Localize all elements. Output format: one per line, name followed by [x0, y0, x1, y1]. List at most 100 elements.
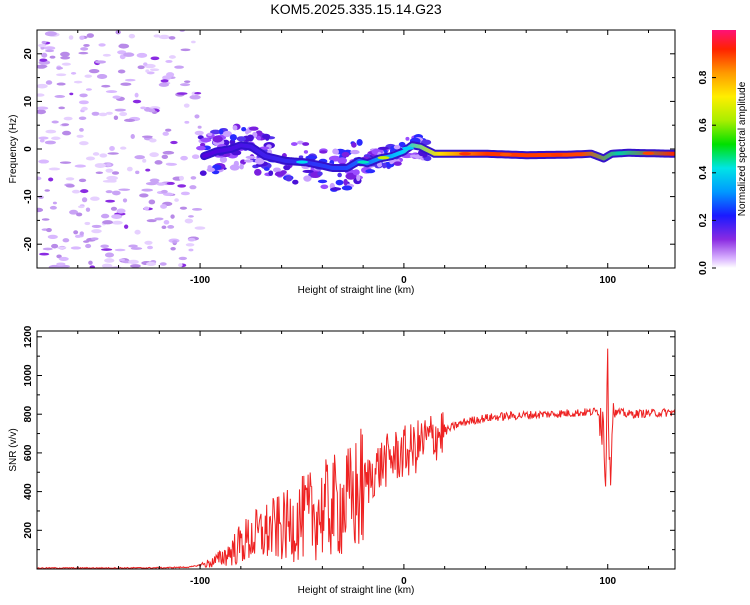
spectrogram-noise-blob — [105, 199, 116, 203]
spectrogram-noise-blob — [191, 154, 200, 160]
spectrogram-ridge-blob — [283, 164, 291, 171]
spectrogram-noise-blob — [118, 188, 131, 191]
spectrogram-noise-blob — [95, 171, 104, 174]
spectrogram-x-ticks: -100 0 100 — [36, 30, 650, 286]
spectrogram-ridge-blob — [268, 170, 274, 176]
spectrogram-ridge-blob — [381, 162, 387, 169]
spectrogram-noise-blob — [112, 95, 121, 99]
spectrogram-ridge-blob — [259, 146, 270, 150]
spectrogram-noise-blob — [51, 120, 59, 124]
spectrogram-frame — [36, 29, 676, 269]
spectrogram-noise-blob — [107, 152, 119, 155]
spectrogram-noise-blob — [105, 163, 112, 167]
spectrogram-noise-blob — [162, 192, 174, 197]
spectrogram-noise-blob — [78, 178, 87, 183]
spectrogram-noise-blob — [91, 224, 102, 228]
spectrogram-noise-blob — [137, 65, 145, 70]
spectrogram-noise-blob — [39, 138, 45, 143]
colorbar-tick-label: 0.2 — [698, 213, 709, 227]
spectrogram-noise-blob — [130, 134, 135, 140]
spectrogram-noise-blob — [117, 50, 127, 55]
spectrogram-noise-blob — [194, 114, 200, 119]
spectrogram-noise-blob — [91, 111, 100, 116]
spectrogram-noise-blob — [101, 84, 111, 88]
spectrogram-noise-blob — [37, 106, 49, 110]
spectrogram-noise-blob — [79, 93, 88, 98]
spectrogram-ridge-blob — [199, 170, 207, 176]
spectrogram-noise-blob — [144, 240, 153, 245]
spectrogram-ridge-blob — [207, 132, 213, 137]
spectrogram-y-label: Frequency (Hz) — [8, 115, 19, 184]
spectrogram-noise-blob — [44, 140, 56, 145]
spectrogram-noise-blob — [45, 80, 53, 85]
colorbar-ticks: 0.0 0.2 0.4 0.6 0.8 — [698, 70, 716, 275]
snr-y-tick-label: 800 — [23, 405, 34, 422]
spectrogram-noise-blob — [160, 79, 169, 83]
spectrogram-noise-blob — [165, 128, 172, 132]
spectrogram-noise-blob — [61, 62, 72, 66]
spectrogram-noise-blob — [79, 141, 89, 146]
spectrogram-ridge-blob — [222, 130, 232, 138]
spectrogram-noise-blob — [105, 168, 114, 173]
spectrogram-noise-blob — [111, 214, 123, 219]
spectrogram-noise-blob — [52, 201, 57, 205]
spectrogram-noise-blob — [85, 207, 91, 212]
spectrogram-noise-blob — [85, 243, 92, 249]
spectrogram-noise-blob — [128, 259, 139, 264]
spectrogram-noise-blob — [146, 261, 157, 266]
spectrogram-y-tick-label: 20 — [23, 48, 34, 60]
snr-y-tick-label: 400 — [23, 483, 34, 500]
spectrogram-ridge-blob — [319, 150, 328, 154]
spectrogram-ridge-blob — [244, 128, 250, 135]
spectrogram-noise-blob — [166, 181, 175, 185]
spectrogram-noise-blob — [168, 36, 176, 40]
spectrogram-noise-blob — [180, 191, 190, 196]
spectrogram-noise-blob — [48, 167, 61, 171]
spectrogram-ridge-blob — [256, 135, 262, 141]
spectrogram-noise-blob — [73, 80, 83, 84]
spectrogram-noise-blob — [56, 254, 62, 259]
spectrogram-ridge-blob — [196, 145, 206, 151]
spectrogram-noise-blob — [179, 83, 191, 87]
snr-y-tick-label: 600 — [23, 444, 34, 461]
spectrogram-noise-blob — [68, 35, 74, 40]
spectrogram-noise-blob — [51, 243, 59, 249]
spectrogram-noise-blob — [179, 175, 184, 181]
spectrogram-noise-blob — [197, 125, 202, 129]
spectrogram-y-ticks: -20 -10 0 10 20 — [23, 29, 675, 269]
spectrogram-noise-blob — [56, 66, 64, 70]
spectrogram-noise-blob — [187, 237, 196, 242]
spectrogram-noise-blob — [37, 109, 47, 115]
spectrogram-ridge-blob — [335, 179, 344, 186]
spectrogram-noise-blob — [81, 106, 88, 111]
spectrogram-ridge-blob — [292, 179, 299, 185]
spectrogram-ridge-blob — [303, 175, 312, 182]
spectrogram-noise-blob — [56, 262, 66, 266]
spectrogram-noise-blob — [123, 118, 136, 122]
spectrogram-ridge-blob — [352, 169, 360, 176]
spectrogram-noise-blob — [120, 146, 127, 150]
colorbar-gradient — [712, 30, 736, 268]
spectrogram-noise-blob — [135, 170, 140, 175]
spectrogram-ridge-blob — [248, 126, 259, 131]
spectrogram-noise-blob — [88, 260, 93, 265]
snr-x-label: Height of straight line (km) — [298, 585, 415, 596]
spectrogram-noise-blob — [39, 58, 48, 62]
colorbar-tick-label: 0.6 — [698, 118, 709, 132]
spectrogram-noise-blob — [69, 92, 74, 96]
spectrogram-noise-blob — [122, 198, 128, 203]
spectrogram-noise-blob — [146, 219, 157, 223]
spectrogram-y-tick-label: 0 — [23, 146, 34, 152]
spectrogram-noise-blob — [79, 127, 84, 132]
spectrogram-noise-blob — [102, 180, 115, 183]
spectrogram-noise-blob — [37, 176, 42, 181]
spectrogram-noise-blob — [43, 46, 56, 51]
spectrogram-noise-blob — [99, 153, 108, 158]
spectrogram-noise-blob — [44, 31, 57, 37]
spectrogram-noise-blob — [44, 189, 50, 192]
spectrogram-noise-blob — [76, 134, 84, 138]
spectrogram-noise-blob — [60, 51, 70, 57]
spectrogram-noise-blob — [124, 78, 136, 82]
spectrogram-ridge-blob — [341, 185, 353, 191]
spectrogram-noise-blob — [116, 208, 126, 214]
